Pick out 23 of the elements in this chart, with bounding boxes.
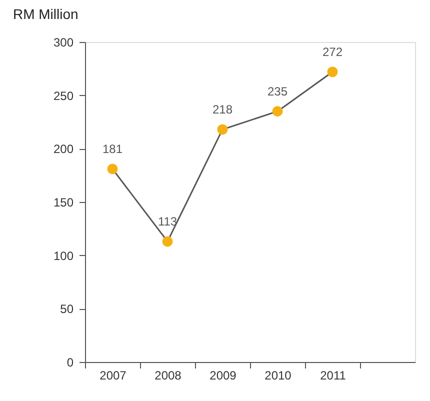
y-tick-label: 200 — [53, 142, 74, 156]
y-axis-title: RM Million — [12, 6, 78, 22]
x-tick-label: 2008 — [154, 368, 182, 382]
point — [107, 164, 118, 174]
y-tick-label: 300 — [53, 36, 74, 50]
y-tick-label: 250 — [53, 88, 74, 103]
data-label: 218 — [212, 102, 233, 116]
data-label: 113 — [158, 214, 178, 228]
point — [327, 66, 338, 78]
y-tick-label: 100 — [53, 248, 74, 263]
point — [217, 124, 228, 135]
x-tick-label: 2011 — [320, 368, 346, 382]
x-tick-label: 2007 — [100, 368, 127, 382]
data-label: 181 — [102, 142, 123, 156]
data-label: 235 — [267, 84, 288, 98]
x-tick-label: 2009 — [210, 368, 237, 382]
point — [272, 106, 283, 117]
data-label: 272 — [322, 44, 343, 59]
y-tick-label: 150 — [53, 196, 74, 210]
y-tick-label: 50 — [60, 302, 74, 316]
x-tick-label: 2010 — [264, 368, 292, 382]
point — [162, 236, 173, 247]
y-tick-label: 0 — [66, 356, 74, 370]
